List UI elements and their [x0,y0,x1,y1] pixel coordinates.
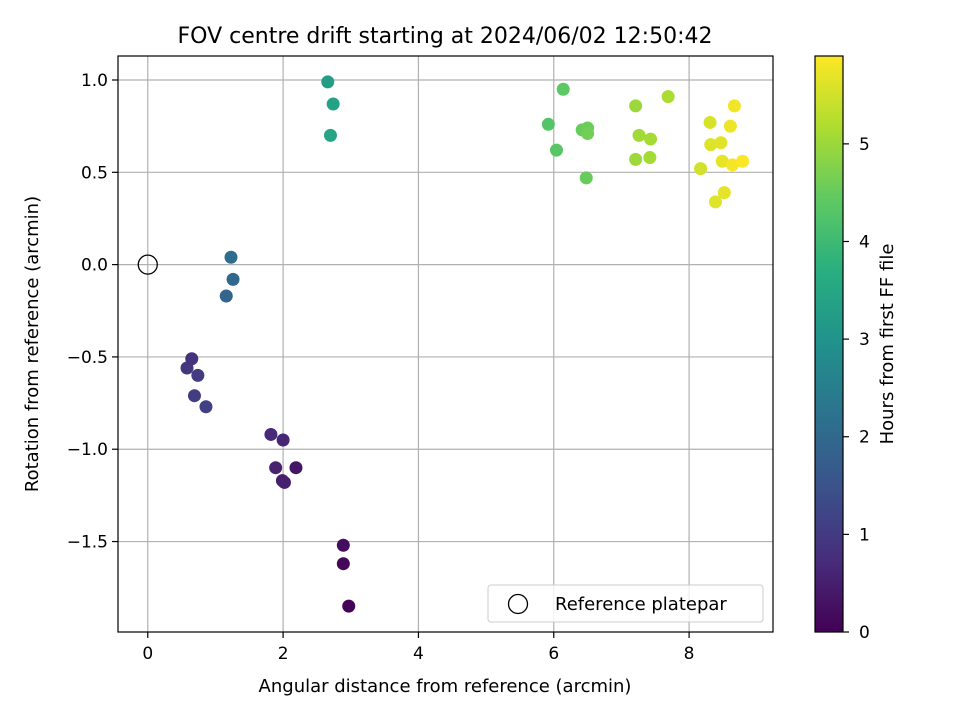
scatter-point [581,127,595,141]
grid-lines [118,56,773,632]
colorbar-tick-label: 3 [859,330,870,350]
scatter-point [336,557,350,571]
legend-box [487,584,764,623]
scatter-point [708,195,722,209]
legend-reference-label: Reference platepar [555,594,727,615]
scatter-point [342,599,356,613]
colorbar-tick-label: 2 [859,428,870,448]
colorbar-tick-label: 0 [859,623,870,643]
scatter-point [727,99,741,113]
data-points [180,75,750,613]
scatter-point [180,361,194,375]
scatter-point [736,154,750,168]
x-tick-label: 2 [278,644,289,664]
scatter-point [629,152,643,166]
y-axis-ticks: −1.5 −1.0 −0.5 0.0 0.5 1.0 [67,71,118,553]
scatter-point [277,475,291,489]
scatter-point [226,272,240,286]
scatter-point [336,538,350,552]
reference-platepar-marker [137,254,158,275]
colorbar-label: Hours from first FF file [877,244,898,445]
x-tick-label: 6 [548,644,559,664]
y-tick-label: 0.0 [81,256,108,276]
x-axis-label: Angular distance from reference (arcmin) [259,676,632,697]
scatter-point [703,115,717,129]
scatter-point [643,151,657,165]
scatter-point [629,99,643,113]
plot-frame [117,55,774,633]
scatter-point [714,136,728,150]
scatter-point [187,389,201,403]
scatter-point [644,132,658,146]
scatter-point [715,154,729,168]
scatter-point [326,97,340,111]
reference-marker-group [137,254,158,275]
x-tick-label: 8 [684,644,695,664]
scatter-point [289,461,303,475]
scatter-point [264,427,278,441]
legend: Reference platepar [487,584,764,623]
scatter-point [717,186,731,200]
scatter-point [276,433,290,447]
chart-title: FOV centre drift starting at 2024/06/02 … [178,24,713,49]
scatter-point [269,461,283,475]
y-tick-label: 1.0 [81,71,108,91]
x-axis-ticks: 0 2 4 6 8 [142,632,695,664]
colorbar-tick-label: 1 [859,525,870,545]
scatter-point [704,138,718,152]
x-tick-label: 4 [413,644,424,664]
colorbar [814,55,844,633]
legend-reference-marker [507,593,529,615]
scatter-point [323,128,337,142]
y-tick-label: 0.5 [81,163,108,183]
colorbar-tick-label: 4 [859,232,870,252]
scatter-point [219,289,233,303]
scatter-point [224,250,238,264]
scatter-point [725,158,739,172]
colorbar-tick-label: 5 [859,135,870,155]
scatter-point [556,82,570,96]
y-tick-label: −0.5 [67,348,108,368]
y-tick-label: −1.5 [67,533,108,553]
scatter-point [632,128,646,142]
scatter-point [321,75,335,89]
scatter-point [723,119,737,133]
scatter-point [549,143,563,157]
scatter-point [579,171,593,185]
x-tick-label: 0 [142,644,153,664]
y-tick-label: −1.0 [67,440,108,460]
scatter-point [661,90,675,104]
colorbar-ticks: 0 1 2 3 4 5 [843,135,870,643]
scatter-point [694,162,708,176]
scatter-point [191,368,205,382]
y-axis-label: Rotation from reference (arcmin) [22,196,43,492]
scatter-point [541,117,555,131]
scatter-point [199,400,213,414]
